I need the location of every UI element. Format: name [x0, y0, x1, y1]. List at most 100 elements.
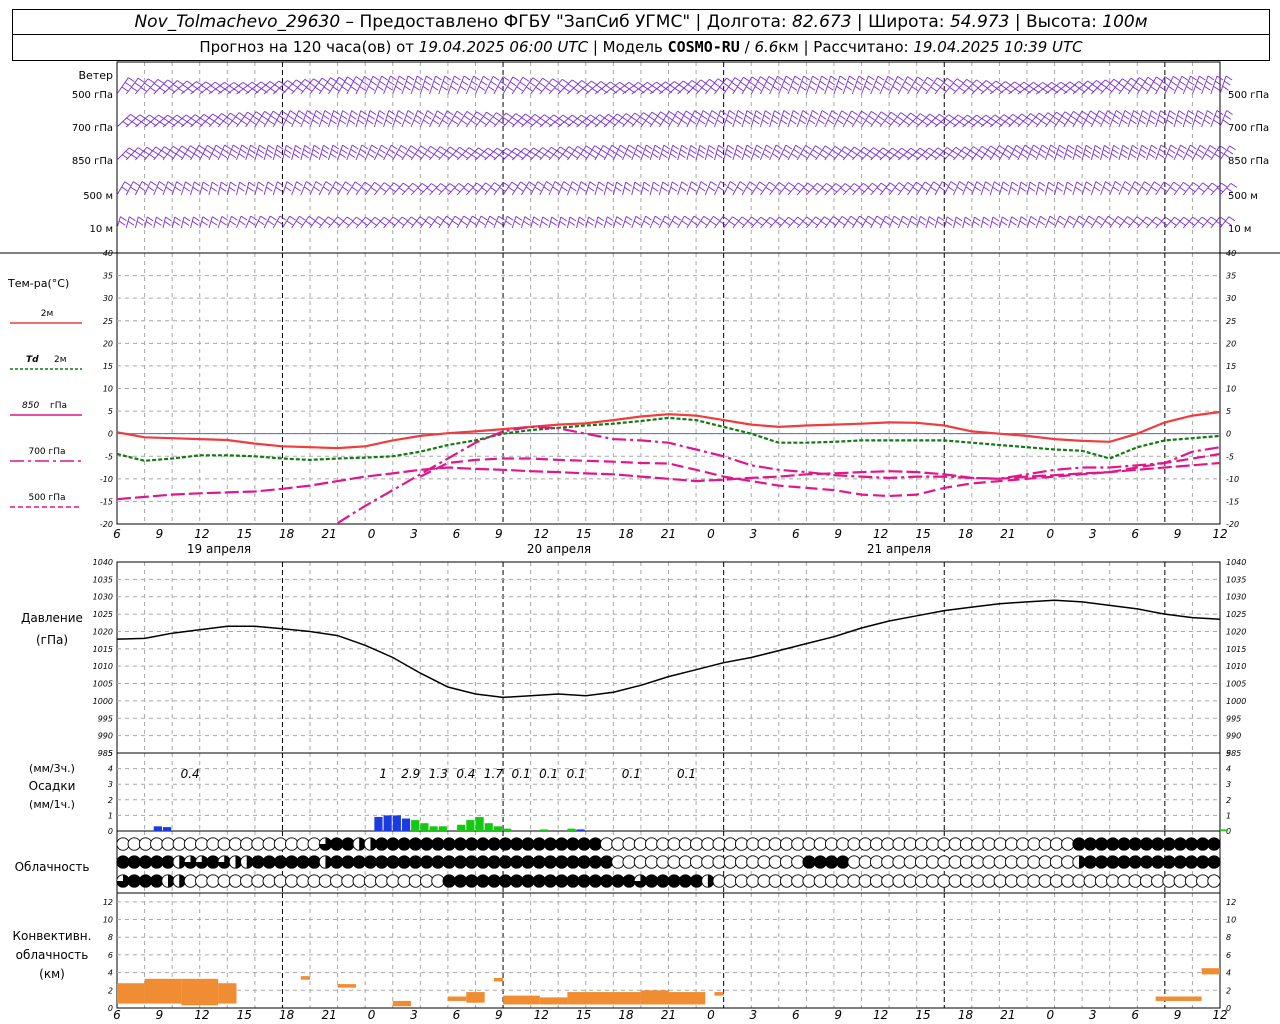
wind-barb-flag [1067, 119, 1075, 125]
wind-barb-flag [1148, 153, 1155, 158]
wind-barb-flag [1130, 77, 1138, 83]
cloud-symbol [465, 855, 479, 869]
precip-ytick-right: 2 [1226, 796, 1231, 805]
time-axis-hour: 12 [194, 527, 209, 541]
wind-barb-flag [1084, 186, 1091, 192]
wind-barb-shaft [1054, 215, 1061, 229]
wind-barb-flag [1131, 186, 1139, 192]
legend-t700-label: 700 гПа [28, 447, 65, 457]
cloud-symbol [982, 837, 996, 851]
wind-barb-shaft [1182, 182, 1194, 196]
wind-barb-flag [1170, 144, 1178, 150]
wind-barb-flag [158, 153, 165, 159]
wind-barb-flag [743, 76, 750, 82]
wind-barb-flag [1202, 182, 1209, 188]
wind-barb-shaft [309, 145, 315, 161]
cloud-symbol [768, 855, 783, 869]
wind-barb-shaft [815, 183, 827, 196]
precip-ytick-right: 4 [1226, 765, 1231, 774]
wind-barb-flag [532, 220, 539, 226]
wind-barb-shaft [870, 147, 884, 161]
cloud-symbol [734, 855, 749, 869]
wind-barb-shaft [162, 181, 169, 196]
wind-barb-shaft [272, 110, 283, 128]
wind-barb-flag [790, 85, 798, 91]
wind-barb-flag [389, 221, 396, 226]
wind-barb-flag [867, 187, 875, 193]
wind-barb-flag [361, 81, 369, 86]
wind-barb-flag [885, 80, 892, 86]
wind-barb-flag [1031, 148, 1038, 154]
wind-barb-flag [1130, 119, 1137, 125]
wind-barb-flag [1059, 144, 1066, 150]
conv-ytick-left: 6 [108, 951, 113, 960]
wind-barb-shaft [585, 181, 591, 196]
wind-barb-flag [616, 153, 623, 158]
wind-barb-shaft [888, 147, 902, 161]
cloud-symbol [734, 874, 749, 888]
wind-barb-flag [651, 111, 659, 117]
wind-barb-flag [791, 114, 798, 120]
wind-barb-flag [133, 181, 140, 186]
conv-ytick-left: 10 [103, 916, 113, 925]
wind-barb-shaft [364, 216, 376, 229]
time-axis-hour-bottom: 9 [834, 1008, 842, 1022]
wind-barb-flag [624, 220, 632, 226]
wind-barb-flag [186, 80, 194, 86]
wind-barb-flag [498, 120, 506, 126]
cloud-symbol [644, 874, 659, 888]
conv-cloud-bar [117, 983, 145, 1004]
wind-barb-flag [1186, 85, 1193, 91]
wind-barb-flag [296, 181, 303, 186]
conv-cloud-bar [1155, 996, 1202, 1001]
wind-barb-shaft [180, 181, 186, 196]
time-axis-hour-bottom: 9 [1174, 1008, 1182, 1022]
wind-barb-flag [884, 120, 891, 126]
conv-ytick-left: 12 [103, 898, 113, 907]
wind-barb-flag [867, 215, 875, 221]
wind-barb-flag [509, 81, 517, 87]
wind-barb-shaft [1201, 75, 1209, 95]
wind-barb-shaft [649, 111, 661, 128]
wind-barb-shaft [1035, 82, 1053, 95]
wind-barb-flag [165, 186, 173, 192]
wind-barb-flag [270, 115, 277, 121]
wind-barb-flag [1047, 112, 1055, 117]
cloud-symbol [453, 837, 468, 851]
wind-barb-shaft [612, 216, 618, 229]
wind-barb-shaft [796, 216, 807, 229]
wind-barb-shaft [1090, 145, 1096, 161]
wind-barb-flag [734, 153, 742, 159]
wind-barb-shaft [815, 75, 823, 95]
wind-barb-flag [768, 75, 776, 81]
wind-barb-shaft [539, 78, 553, 95]
temp-ytick-left: 25 [103, 317, 113, 326]
wind-barb-flag [1185, 119, 1192, 125]
wind-barb-flag [367, 119, 374, 125]
wind-barb-flag [756, 221, 764, 226]
wind-barb-flag [121, 154, 129, 160]
wind-barb-flag [369, 110, 377, 115]
wind-barb-shaft [465, 75, 475, 95]
precip-amount-label: 0.1 [539, 767, 558, 781]
wind-barb-shaft [916, 181, 926, 196]
wind-barb-shaft [1045, 81, 1062, 95]
wind-barb-shaft [447, 146, 460, 161]
wind-barb-flag [1041, 144, 1049, 150]
cloud-symbol [1061, 874, 1075, 888]
wind-barb-flag [977, 87, 985, 93]
cloud-symbol [206, 855, 220, 869]
wind-barb-flag [258, 220, 265, 226]
wind-barb-shaft [245, 215, 252, 229]
wind-barb-flag [548, 82, 556, 88]
wind-barb-flag [1229, 145, 1236, 151]
wind-barb-flag [213, 148, 221, 154]
wind-barb-shaft [833, 146, 846, 161]
precip-amount-label: 0.1 [622, 767, 641, 781]
wind-barb-flag [801, 80, 809, 86]
wind-barb-shaft [668, 215, 676, 229]
wind-barb-flag [377, 85, 384, 91]
wind-barb-flag [782, 114, 789, 120]
wind-barb-flag [853, 183, 861, 188]
wind-barb-shaft [539, 181, 547, 196]
